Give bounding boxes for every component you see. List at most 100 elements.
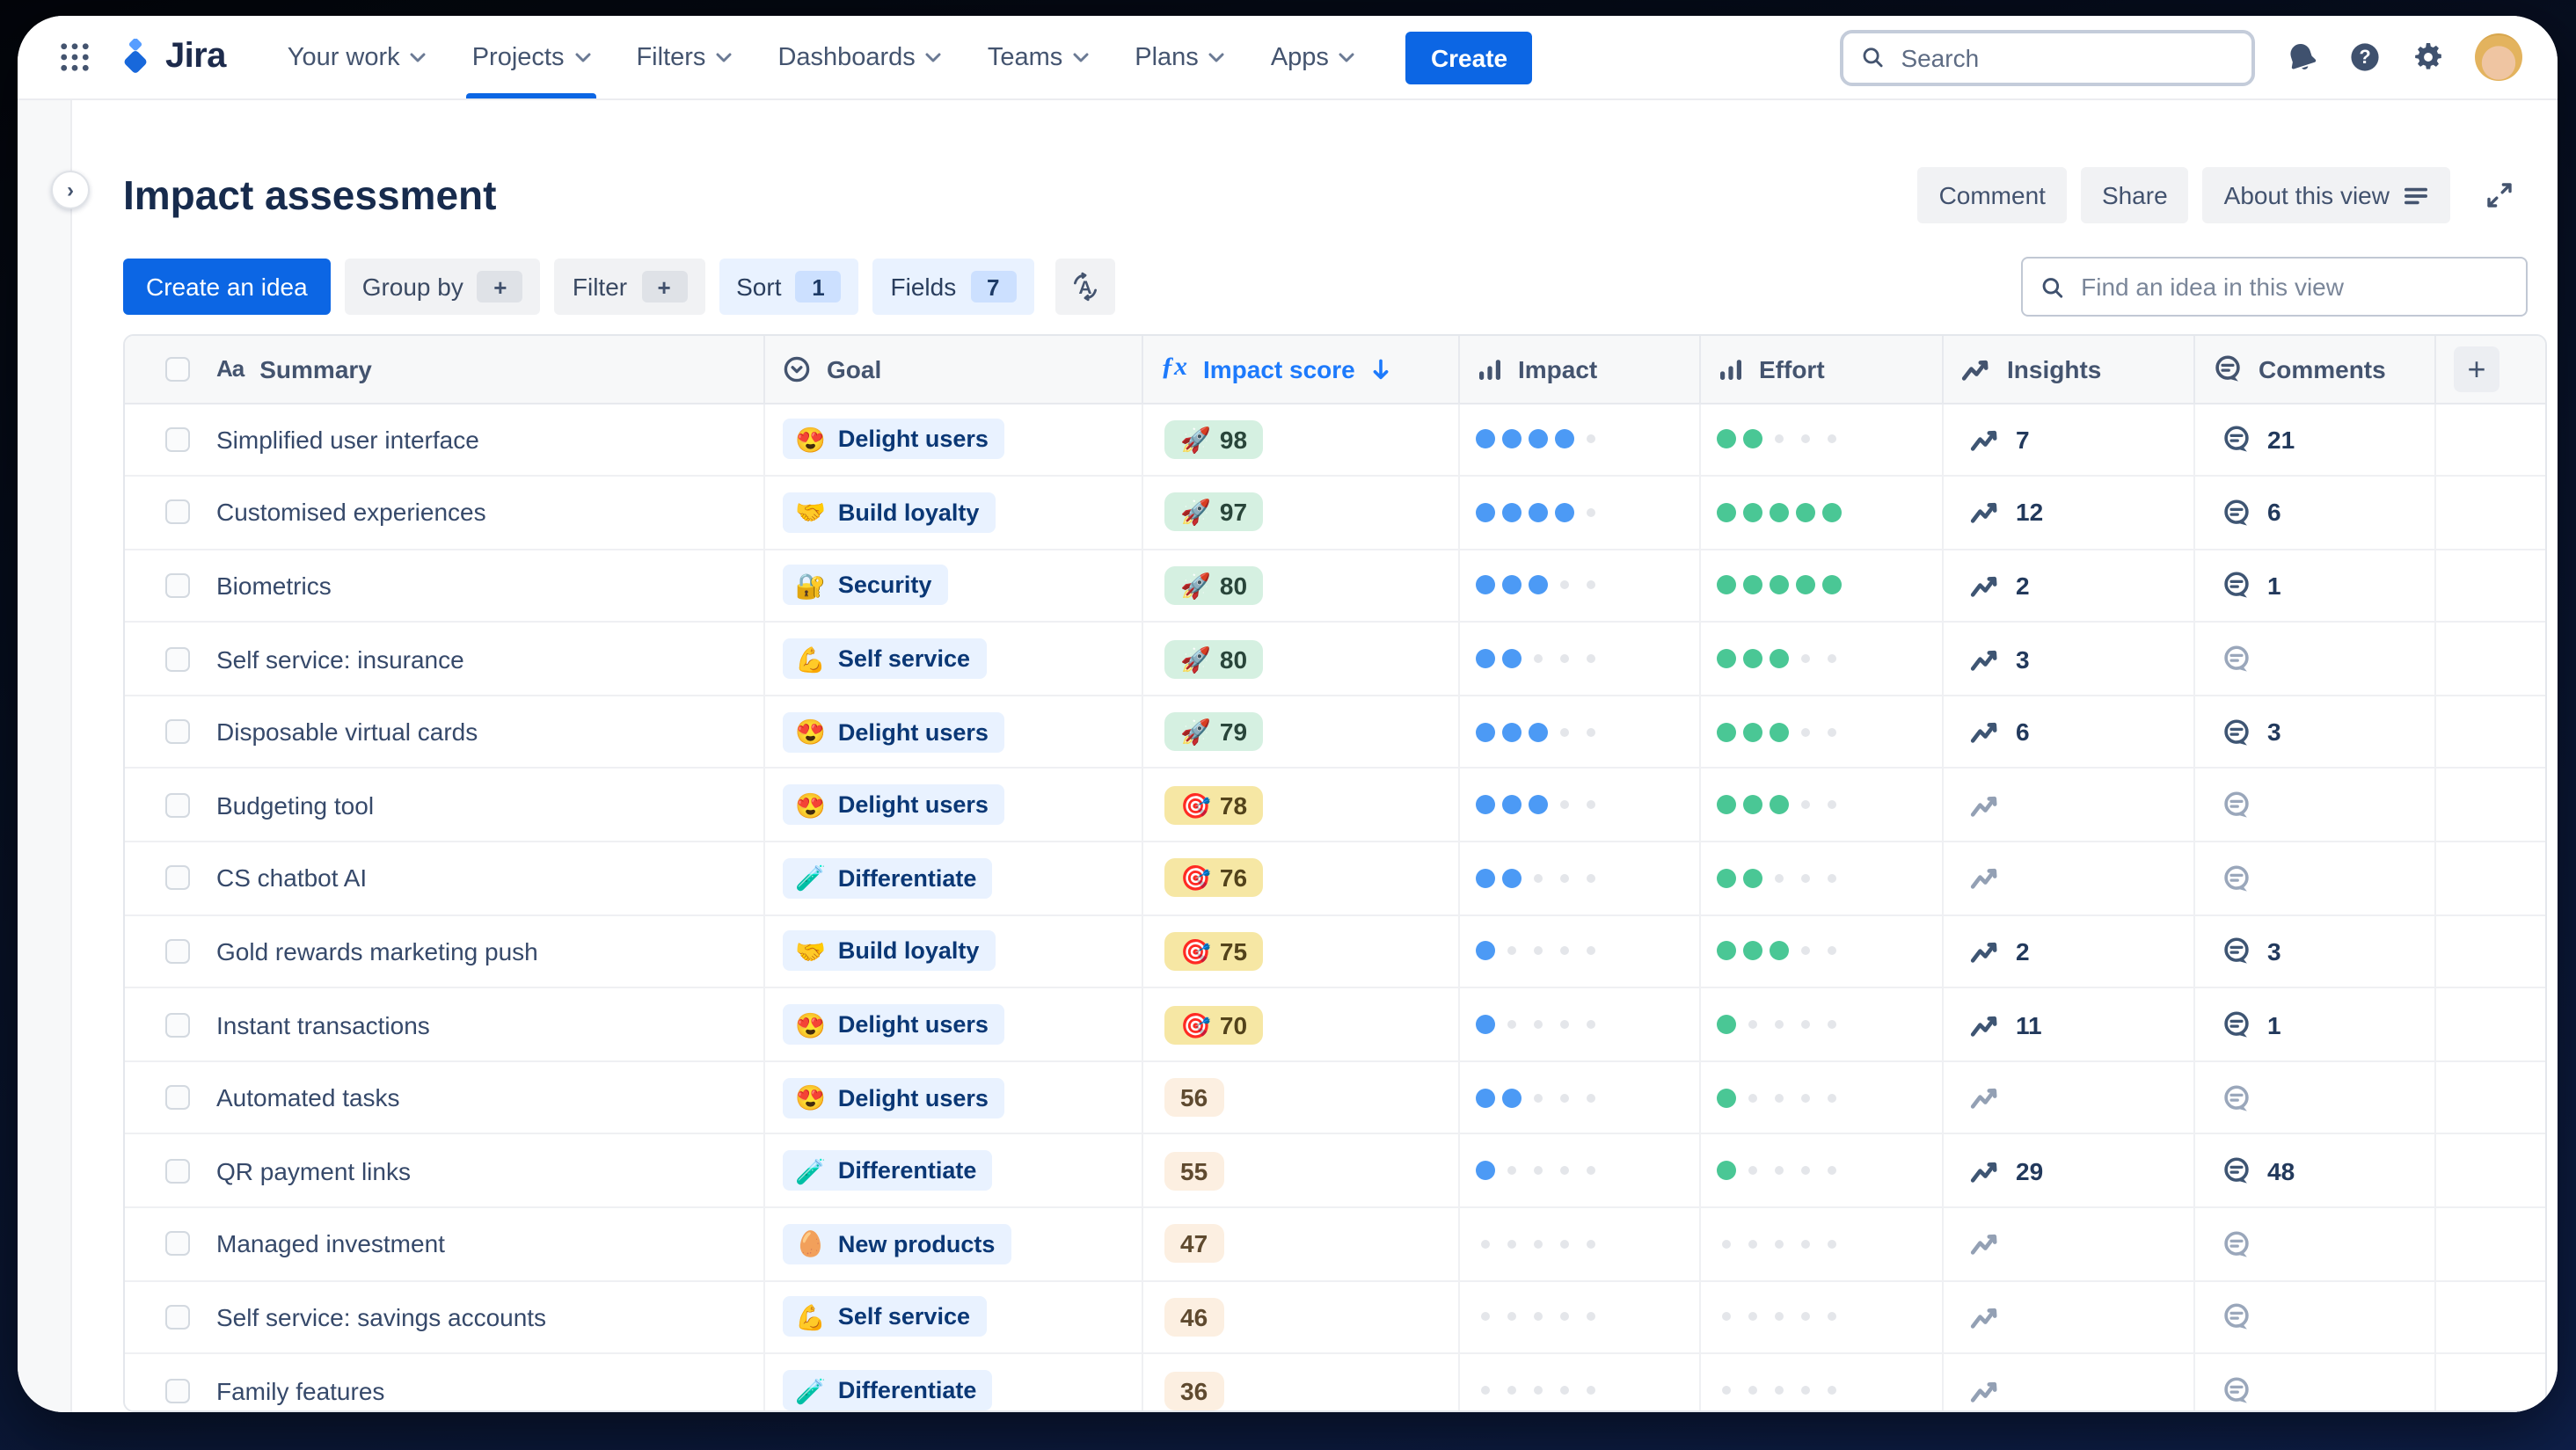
column-header-impact[interactable]: Impact [1460,336,1701,404]
goal-cell[interactable]: 🧪 Differentiate [765,842,1143,916]
impact-score-chip[interactable]: 🚀 80 [1164,565,1264,605]
goal-cell[interactable]: 🧪 Differentiate [765,1134,1143,1209]
create-idea-button[interactable]: Create an idea [123,259,331,315]
goal-chip[interactable]: 🤝 Build loyalty [783,930,996,972]
impact-cell[interactable] [1460,988,1701,1062]
goal-cell[interactable]: 😍 Delight users [765,696,1143,769]
impact-cell[interactable] [1460,404,1701,477]
insights-cell[interactable]: 12 [1944,477,2195,550]
impact-score-cell[interactable]: 🎯 70 [1143,988,1460,1062]
insights-cell[interactable]: 2 [1944,550,2195,623]
row-checkbox[interactable] [165,792,190,818]
nav-item-apps[interactable]: Apps [1252,16,1375,98]
nav-item-teams[interactable]: Teams [968,16,1108,98]
impact-cell[interactable] [1460,623,1701,696]
impact-rating[interactable] [1460,842,1699,914]
effort-rating[interactable] [1701,477,1942,548]
goal-cell[interactable]: 🔐 Security [765,550,1143,623]
effort-cell[interactable] [1701,404,1944,477]
sort-chip[interactable]: Sort 1 [719,259,859,315]
summary-cell[interactable]: Self service: insurance [125,623,765,696]
effort-cell[interactable] [1701,1208,1944,1282]
impact-cell[interactable] [1460,842,1701,916]
insights-cell[interactable] [1944,1061,2195,1135]
find-idea-input[interactable] [2077,271,2507,302]
impact-score-cell[interactable]: 56 [1143,1061,1460,1135]
row-checkbox[interactable] [165,938,190,964]
goal-cell[interactable]: 🥚 New products [765,1208,1143,1282]
comments-cell[interactable]: 1 [2195,550,2436,623]
goal-chip[interactable]: 💪 Self service [783,638,986,680]
effort-rating[interactable] [1701,696,1942,768]
comments-cell[interactable] [2195,623,2436,696]
about-this-view-button[interactable]: About this view [2202,167,2449,223]
impact-rating[interactable] [1460,477,1699,548]
global-search[interactable] [1839,29,2254,85]
row-checkbox[interactable] [165,1012,190,1038]
effort-cell[interactable] [1701,623,1944,696]
nav-item-dashboards[interactable]: Dashboards [758,16,960,98]
column-header-comments[interactable]: Comments [2195,336,2436,404]
comment-button[interactable]: Comment [1917,167,2067,223]
impact-score-chip[interactable]: 🎯 75 [1164,931,1264,971]
summary-cell[interactable]: Instant transactions [125,988,765,1062]
goal-chip[interactable]: 🤝 Build loyalty [783,492,996,533]
create-button[interactable]: Create [1405,31,1533,84]
comments-cell[interactable] [2195,1061,2436,1135]
filter-chip[interactable]: Filter + [554,259,705,315]
goal-chip[interactable]: 🧪 Differentiate [783,1370,993,1410]
row-checkbox[interactable] [165,1085,190,1111]
summary-cell[interactable]: Biometrics [125,550,765,623]
effort-cell[interactable] [1701,915,1944,989]
global-search-input[interactable] [1897,41,2233,73]
row-checkbox[interactable] [165,1378,190,1403]
fields-chip[interactable]: Fields 7 [872,259,1034,315]
impact-score-cell[interactable]: 🚀 98 [1143,404,1460,477]
impact-cell[interactable] [1460,1281,1701,1355]
effort-cell[interactable] [1701,550,1944,623]
find-idea-box[interactable] [2020,257,2527,317]
impact-score-chip[interactable]: 56 [1164,1078,1224,1118]
impact-score-chip[interactable]: 46 [1164,1297,1224,1337]
goal-chip[interactable]: 😍 Delight users [783,1077,1004,1118]
impact-rating[interactable] [1460,696,1699,768]
effort-cell[interactable] [1701,1354,1944,1410]
insights-cell[interactable]: 3 [1944,623,2195,696]
impact-rating[interactable] [1460,1062,1699,1133]
insights-cell[interactable] [1944,769,2195,843]
comments-cell[interactable] [2195,769,2436,843]
impact-score-cell[interactable]: 🚀 79 [1143,696,1460,769]
summary-cell[interactable]: Managed investment [125,1208,765,1282]
goal-chip[interactable]: 😍 Delight users [783,784,1004,826]
goal-chip[interactable]: 💪 Self service [783,1296,986,1337]
add-column-header[interactable]: + [2436,336,2544,404]
impact-rating[interactable] [1460,623,1699,695]
comments-cell[interactable]: 3 [2195,696,2436,769]
comments-cell[interactable]: 1 [2195,988,2436,1062]
effort-rating[interactable] [1701,1281,1942,1352]
impact-cell[interactable] [1460,769,1701,843]
impact-score-chip[interactable]: 🎯 78 [1164,785,1264,825]
select-all-checkbox[interactable] [165,356,190,382]
sidebar-expand-button[interactable]: › [51,171,90,209]
goal-cell[interactable]: 😍 Delight users [765,1061,1143,1135]
impact-score-cell[interactable]: 🎯 76 [1143,842,1460,916]
summary-cell[interactable]: Disposable virtual cards [125,696,765,769]
goal-chip[interactable]: 😍 Delight users [783,1004,1004,1046]
effort-rating[interactable] [1701,1135,1942,1206]
insights-cell[interactable]: 29 [1944,1134,2195,1209]
impact-score-cell[interactable]: 🚀 80 [1143,550,1460,623]
impact-rating[interactable] [1460,989,1699,1060]
impact-cell[interactable] [1460,1061,1701,1135]
impact-cell[interactable] [1460,696,1701,769]
impact-score-cell[interactable]: 46 [1143,1281,1460,1355]
effort-rating[interactable] [1701,1354,1942,1410]
summary-cell[interactable]: Automated tasks [125,1061,765,1135]
notifications-button[interactable] [2284,40,2317,74]
nav-item-filters[interactable]: Filters [617,16,751,98]
column-header-summary[interactable]: Aa Summary [125,336,765,404]
impact-score-cell[interactable]: 🎯 78 [1143,769,1460,843]
insights-cell[interactable] [1944,1208,2195,1282]
row-checkbox[interactable] [165,646,190,672]
impact-score-chip[interactable]: 🎯 76 [1164,858,1264,898]
